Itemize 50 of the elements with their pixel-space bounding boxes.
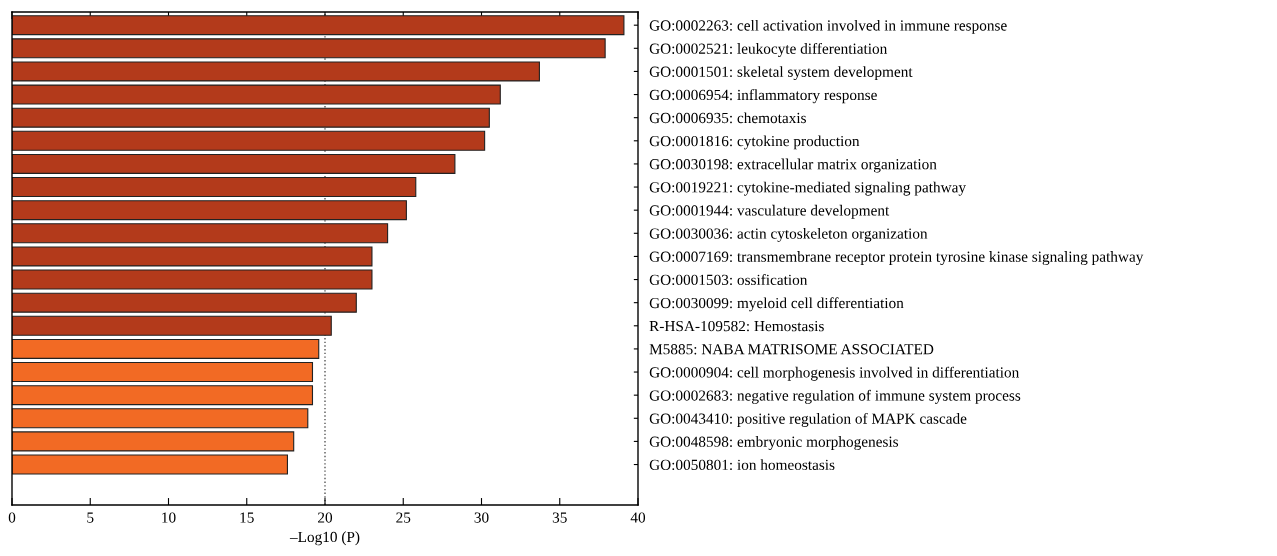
bar [12, 362, 314, 383]
y-tick-label: GO:0048598: embryonic morphogenesis [649, 436, 899, 451]
y-tick-label: GO:0001503: ossification [649, 274, 808, 286]
x-tick-label: 15 [240, 512, 254, 523]
x-tick-label: 10 [162, 512, 176, 523]
bar [12, 431, 295, 452]
x-tick-label: 35 [552, 512, 567, 523]
bar [12, 338, 320, 359]
y-tick-label: R-HSA-109582: Hemostasis [649, 320, 824, 332]
bar [12, 153, 456, 174]
y-tick-label: GO:0019221: cytokine-mediated signaling pathway [649, 181, 966, 196]
bar [12, 200, 407, 221]
x-tick-label: 20 [318, 512, 333, 523]
bar [12, 15, 625, 36]
y-tick-label: GO:0000904: cell morphogenesis involved in differentiation [649, 366, 1020, 381]
bar [12, 130, 486, 151]
bar [12, 61, 540, 82]
y-tick-label: GO:0030198: extracellular matrix organization [649, 158, 937, 173]
y-tick-label: GO:0002521: leukocyte differentiation [649, 42, 888, 57]
y-tick-label: GO:0030036: actin cytoskeleton organization [649, 227, 928, 242]
bar [12, 315, 332, 336]
bar [12, 246, 373, 267]
bar [12, 177, 417, 198]
bar [12, 408, 309, 429]
y-tick-label: GO:0001944: vasculature development [649, 204, 890, 219]
bar [12, 454, 288, 475]
bar [12, 107, 490, 128]
x-tick-label: 25 [396, 512, 411, 523]
y-tick-label: GO:0006954: inflammatory response [649, 89, 877, 104]
y-tick-label: GO:0030099: myeloid cell differentiation [649, 297, 904, 312]
y-tick-label: GO:0001816: cytokine production [649, 135, 860, 150]
bar [12, 223, 389, 244]
bar [12, 292, 357, 313]
y-tick-label: GO:0001501: skeletal system development [649, 66, 913, 81]
bar [12, 84, 501, 105]
x-axis-title: –Log10 (P) [289, 531, 360, 546]
y-tick-label: GO:0007169: transmembrane receptor protein tyrosine kinase signaling pathway [649, 251, 1144, 266]
y-tick-label: GO:0043410: positive regulation of MAPK cascade [649, 412, 967, 427]
x-tick-label: 5 [87, 512, 94, 523]
bar [12, 385, 314, 406]
y-tick-label: GO:0002683: negative regulation of immune system process [649, 389, 1021, 404]
y-tick-label: GO:0002263: cell activation involved in immune response [649, 19, 1007, 34]
y-tick-label: M5885: NABA MATRISOME ASSOCIATED [649, 344, 934, 355]
y-tick-label: GO:0050801: ion homeostasis [649, 459, 835, 471]
x-tick-label: 40 [630, 512, 646, 523]
x-tick-label: 0 [8, 512, 16, 523]
y-tick-label: GO:0006935: chemotaxis [649, 112, 806, 124]
bar [12, 38, 606, 59]
x-tick-label: 30 [474, 512, 489, 523]
bar [12, 269, 373, 290]
